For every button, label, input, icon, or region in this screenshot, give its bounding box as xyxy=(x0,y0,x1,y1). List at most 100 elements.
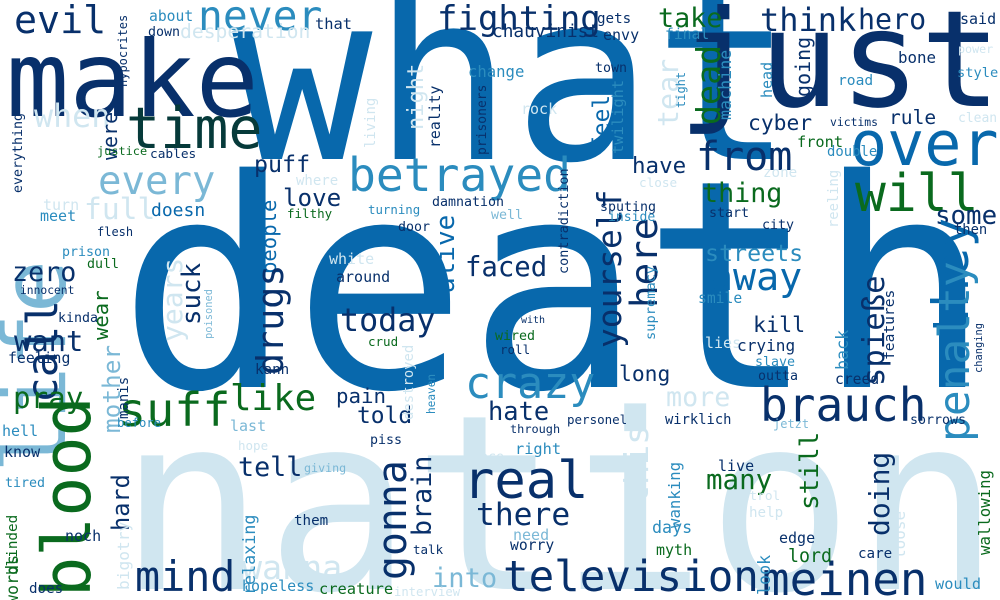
cloud-word-90: clean xyxy=(958,110,998,126)
cloud-word-39: faced xyxy=(465,252,548,284)
cloud-word-125: flesh xyxy=(97,224,134,239)
cloud-word-64: real xyxy=(463,451,589,511)
cloud-word-143: lies xyxy=(705,333,742,352)
cloud-word-50: long xyxy=(619,362,671,388)
cloud-word-38: away xyxy=(710,254,803,300)
cloud-word-42: years xyxy=(156,257,189,342)
cloud-word-119: well xyxy=(491,207,524,223)
cloud-word-49: crazy xyxy=(465,359,596,410)
cloud-word-87: style xyxy=(957,64,999,81)
cloud-word-31: people xyxy=(256,199,281,274)
cloud-word-185: worry xyxy=(510,537,555,555)
cloud-word-30: doesn xyxy=(151,199,206,221)
cloud-word-144: crying xyxy=(737,336,796,356)
cloud-word-7: over xyxy=(850,107,999,180)
cloud-word-35: zero xyxy=(12,257,77,289)
cloud-word-186: myth xyxy=(656,540,693,559)
cloud-word-74: into xyxy=(432,562,498,594)
cloud-word-192: would xyxy=(935,574,982,593)
cloud-word-98: twilight xyxy=(609,79,628,154)
cloud-word-99: prisoners xyxy=(474,84,490,155)
cloud-word-177: them xyxy=(294,513,329,530)
cloud-word-173: help xyxy=(749,505,784,522)
cloud-word-149: slave xyxy=(755,355,796,371)
cloud-word-101: rock xyxy=(521,99,558,118)
cloud-word-48: want xyxy=(14,323,84,358)
cloud-word-169: tired xyxy=(5,476,46,492)
cloud-word-114: turn xyxy=(43,195,80,214)
cloud-word-133: supremacy xyxy=(643,265,660,340)
cloud-word-191: look xyxy=(753,554,774,595)
cloud-word-43: today xyxy=(340,303,436,340)
cloud-word-4: make xyxy=(6,18,259,141)
cloud-word-156: last xyxy=(230,416,267,435)
cloud-word-8: time xyxy=(126,95,263,162)
cloud-word-140: wired xyxy=(495,329,536,345)
cloud-word-72: mind xyxy=(135,552,236,600)
cloud-word-0: nation xyxy=(118,361,1000,600)
cloud-word-115: meet xyxy=(40,207,77,225)
cloud-word-24: cyber xyxy=(748,111,813,137)
cloud-word-128: prison xyxy=(62,245,111,261)
cloud-word-113: reeling xyxy=(826,169,843,228)
cloud-word-106: justice xyxy=(97,143,148,158)
cloud-word-25: rule xyxy=(889,105,937,129)
cloud-word-180: loose xyxy=(890,510,909,559)
cloud-word-160: jetzt xyxy=(773,416,810,431)
cloud-word-15: take xyxy=(658,2,723,34)
cloud-word-188: care xyxy=(858,546,893,563)
cloud-word-162: hope xyxy=(238,438,269,454)
cloud-word-11: fighting xyxy=(437,0,601,39)
cloud-word-141: crud xyxy=(368,333,399,349)
cloud-word-95: tight xyxy=(674,71,688,108)
cloud-word-103: living xyxy=(363,97,380,148)
cloud-word-190: hopeless xyxy=(242,577,315,595)
cloud-word-53: pain xyxy=(336,383,387,408)
cloud-word-159: wirklich xyxy=(665,412,732,429)
cloud-word-62: this xyxy=(617,424,657,505)
cloud-word-154: heaven xyxy=(425,373,439,414)
cloud-word-120: sputing xyxy=(600,200,657,216)
cloud-word-77: chauvinist xyxy=(492,20,600,42)
cloud-word-172: patrol xyxy=(734,489,781,505)
cloud-word-161: sorrows xyxy=(910,413,967,429)
cloud-word-92: head xyxy=(757,61,776,98)
cloud-word-178: days xyxy=(652,516,693,537)
cloud-word-117: turning xyxy=(368,201,421,217)
cloud-word-56: pray xyxy=(13,380,84,415)
cloud-word-151: outta xyxy=(758,369,799,385)
cloud-word-123: city xyxy=(762,217,795,233)
cloud-word-32: drugs xyxy=(248,264,292,375)
cloud-word-63: hell xyxy=(2,421,39,440)
cloud-word-102: night xyxy=(404,63,429,130)
cloud-word-194: creature xyxy=(319,579,394,598)
cloud-word-78: envy xyxy=(603,26,640,44)
cloud-word-19: from xyxy=(696,133,793,180)
cloud-word-93: going xyxy=(791,36,815,97)
cloud-word-88: bone xyxy=(898,47,937,67)
cloud-word-84: desperation xyxy=(180,20,311,44)
cloud-word-157: through xyxy=(510,421,561,436)
cloud-word-179: edge xyxy=(779,529,816,547)
cloud-word-59: more xyxy=(666,381,731,413)
cloud-word-14: that xyxy=(315,14,353,33)
cloud-word-189: words xyxy=(1,554,22,600)
cloud-word-164: right xyxy=(515,440,562,459)
cloud-word-2: what xyxy=(232,0,794,216)
cloud-word-94: machine xyxy=(714,49,735,120)
cloud-word-91: victims xyxy=(830,114,879,129)
cloud-word-80: final xyxy=(665,26,710,44)
cloud-word-195: interview xyxy=(394,584,461,599)
cloud-word-148: destroyed xyxy=(401,344,418,420)
cloud-word-132: around xyxy=(336,267,391,286)
cloud-word-3: just xyxy=(678,0,1000,138)
cloud-word-150: kann xyxy=(255,362,290,379)
cloud-word-174: wallowing xyxy=(975,469,995,555)
cloud-word-152: creed xyxy=(835,370,880,388)
cloud-word-27: have xyxy=(632,152,687,179)
cloud-word-29: love xyxy=(283,183,342,212)
cloud-word-138: kinda xyxy=(58,311,99,327)
cloud-word-110: zone xyxy=(763,165,798,182)
cloud-word-75: television xyxy=(503,552,759,600)
cloud-word-45: kill xyxy=(753,312,806,338)
